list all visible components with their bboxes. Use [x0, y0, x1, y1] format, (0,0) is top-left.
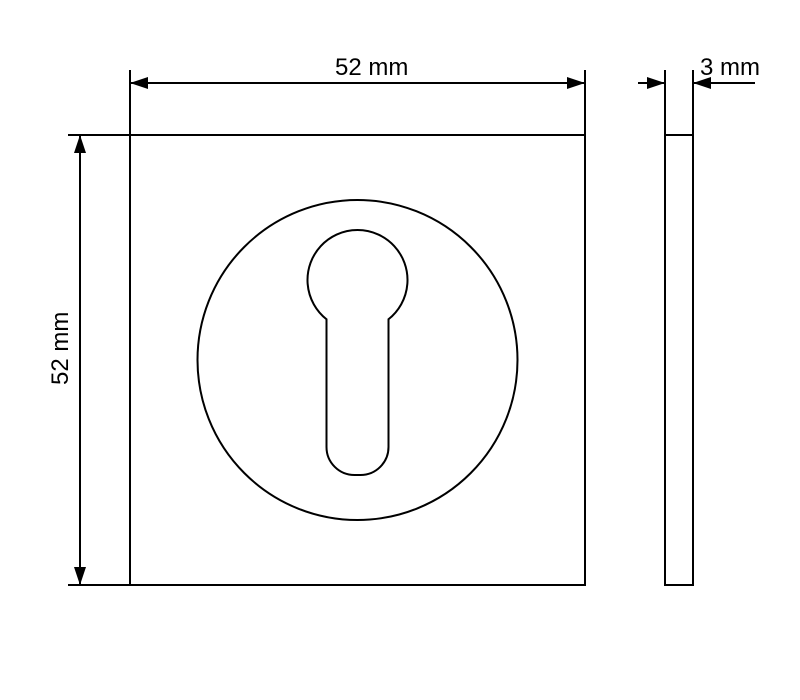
dimension-thickness-label: 3 mm [700, 54, 760, 81]
dimension-height-label: 52 mm [47, 312, 74, 385]
dimension-width: 52 mm [130, 54, 585, 135]
front-circle [198, 200, 518, 520]
keyhole-outline [308, 230, 408, 475]
technical-drawing: 52 mm 52 mm 3 mm [0, 0, 800, 700]
dimension-height: 52 mm [47, 135, 130, 585]
side-rect [665, 135, 693, 585]
dimension-width-label: 52 mm [335, 54, 408, 81]
dimension-thickness: 3 mm [638, 54, 760, 135]
